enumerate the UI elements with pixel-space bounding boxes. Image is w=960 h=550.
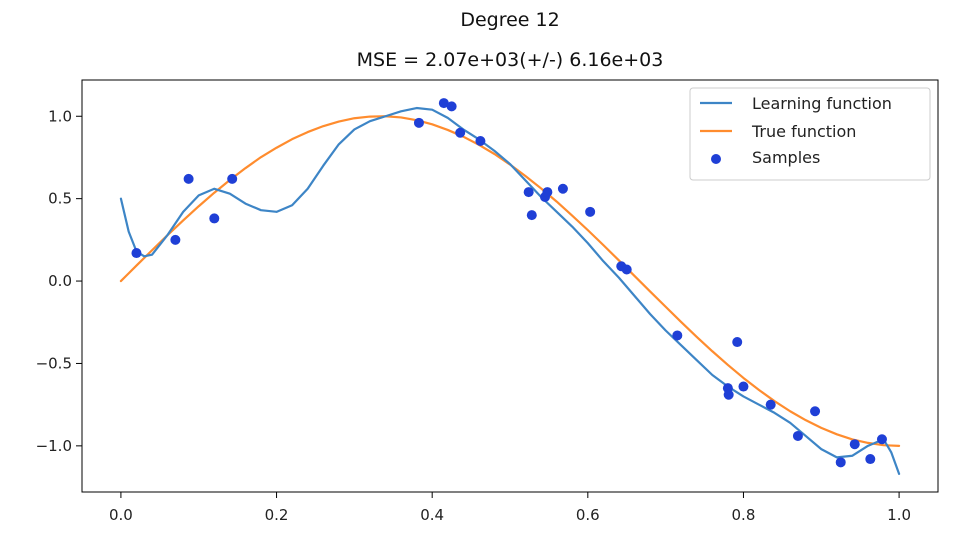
sample-point: [723, 389, 734, 400]
sample-point: [765, 399, 776, 410]
y-tick-label: −1.0: [36, 437, 72, 455]
sample-point: [131, 248, 142, 259]
sample-point: [526, 210, 537, 221]
axes: 0.0 0.2 0.4 0.6 0.8 1.0 1.0 0.5 0.0 −0.5 −1.0: [36, 107, 911, 524]
sample-point: [227, 173, 238, 184]
legend: Learning function True function Samples: [689, 87, 931, 181]
legend-label-samples: Samples: [752, 148, 820, 167]
plot-area: [119, 98, 901, 475]
chart-title: Degree 12: [460, 9, 559, 31]
sample-point: [792, 430, 803, 441]
y-tick-label: 1.0: [48, 107, 72, 125]
sample-point: [523, 187, 534, 198]
sample-point: [738, 381, 749, 392]
chart-subtitle: MSE = 2.07e+03(+/-) 6.16e+03: [357, 49, 664, 71]
sample-point: [732, 337, 743, 348]
legend-label-true-function: True function: [751, 122, 856, 141]
y-tick-label: −0.5: [36, 354, 72, 372]
legend-swatch-samples: [711, 154, 721, 164]
sample-point: [475, 135, 486, 146]
legend-box: [689, 87, 931, 181]
sample-point: [849, 439, 860, 450]
sample-point: [209, 213, 220, 224]
sample-point: [621, 264, 632, 275]
sample-point: [865, 454, 876, 465]
sample-point: [810, 406, 821, 417]
y-tick-label: 0.0: [48, 272, 72, 290]
x-tick-label: 0.6: [576, 506, 600, 524]
sample-point: [672, 330, 683, 341]
sample-point: [557, 183, 568, 194]
x-tick-label: 1.0: [887, 506, 911, 524]
x-tick-label: 0.2: [265, 506, 289, 524]
plot-frame: [81, 79, 939, 493]
x-tick-label: 0.4: [420, 506, 444, 524]
legend-label-learning-function: Learning function: [752, 94, 892, 113]
sample-point: [438, 98, 449, 109]
series-line-learning-function: [119, 106, 901, 475]
sample-point: [876, 434, 887, 445]
x-tick-label: 0.0: [109, 506, 133, 524]
y-tick-label: 0.5: [48, 190, 72, 208]
sample-point: [542, 187, 553, 198]
sample-point: [835, 457, 846, 468]
sample-point: [183, 173, 194, 184]
sample-point: [170, 234, 181, 245]
sample-point: [446, 101, 457, 112]
sample-point: [455, 127, 466, 138]
sample-point: [585, 206, 596, 217]
x-tick-label: 0.8: [732, 506, 756, 524]
sample-point: [413, 117, 424, 128]
